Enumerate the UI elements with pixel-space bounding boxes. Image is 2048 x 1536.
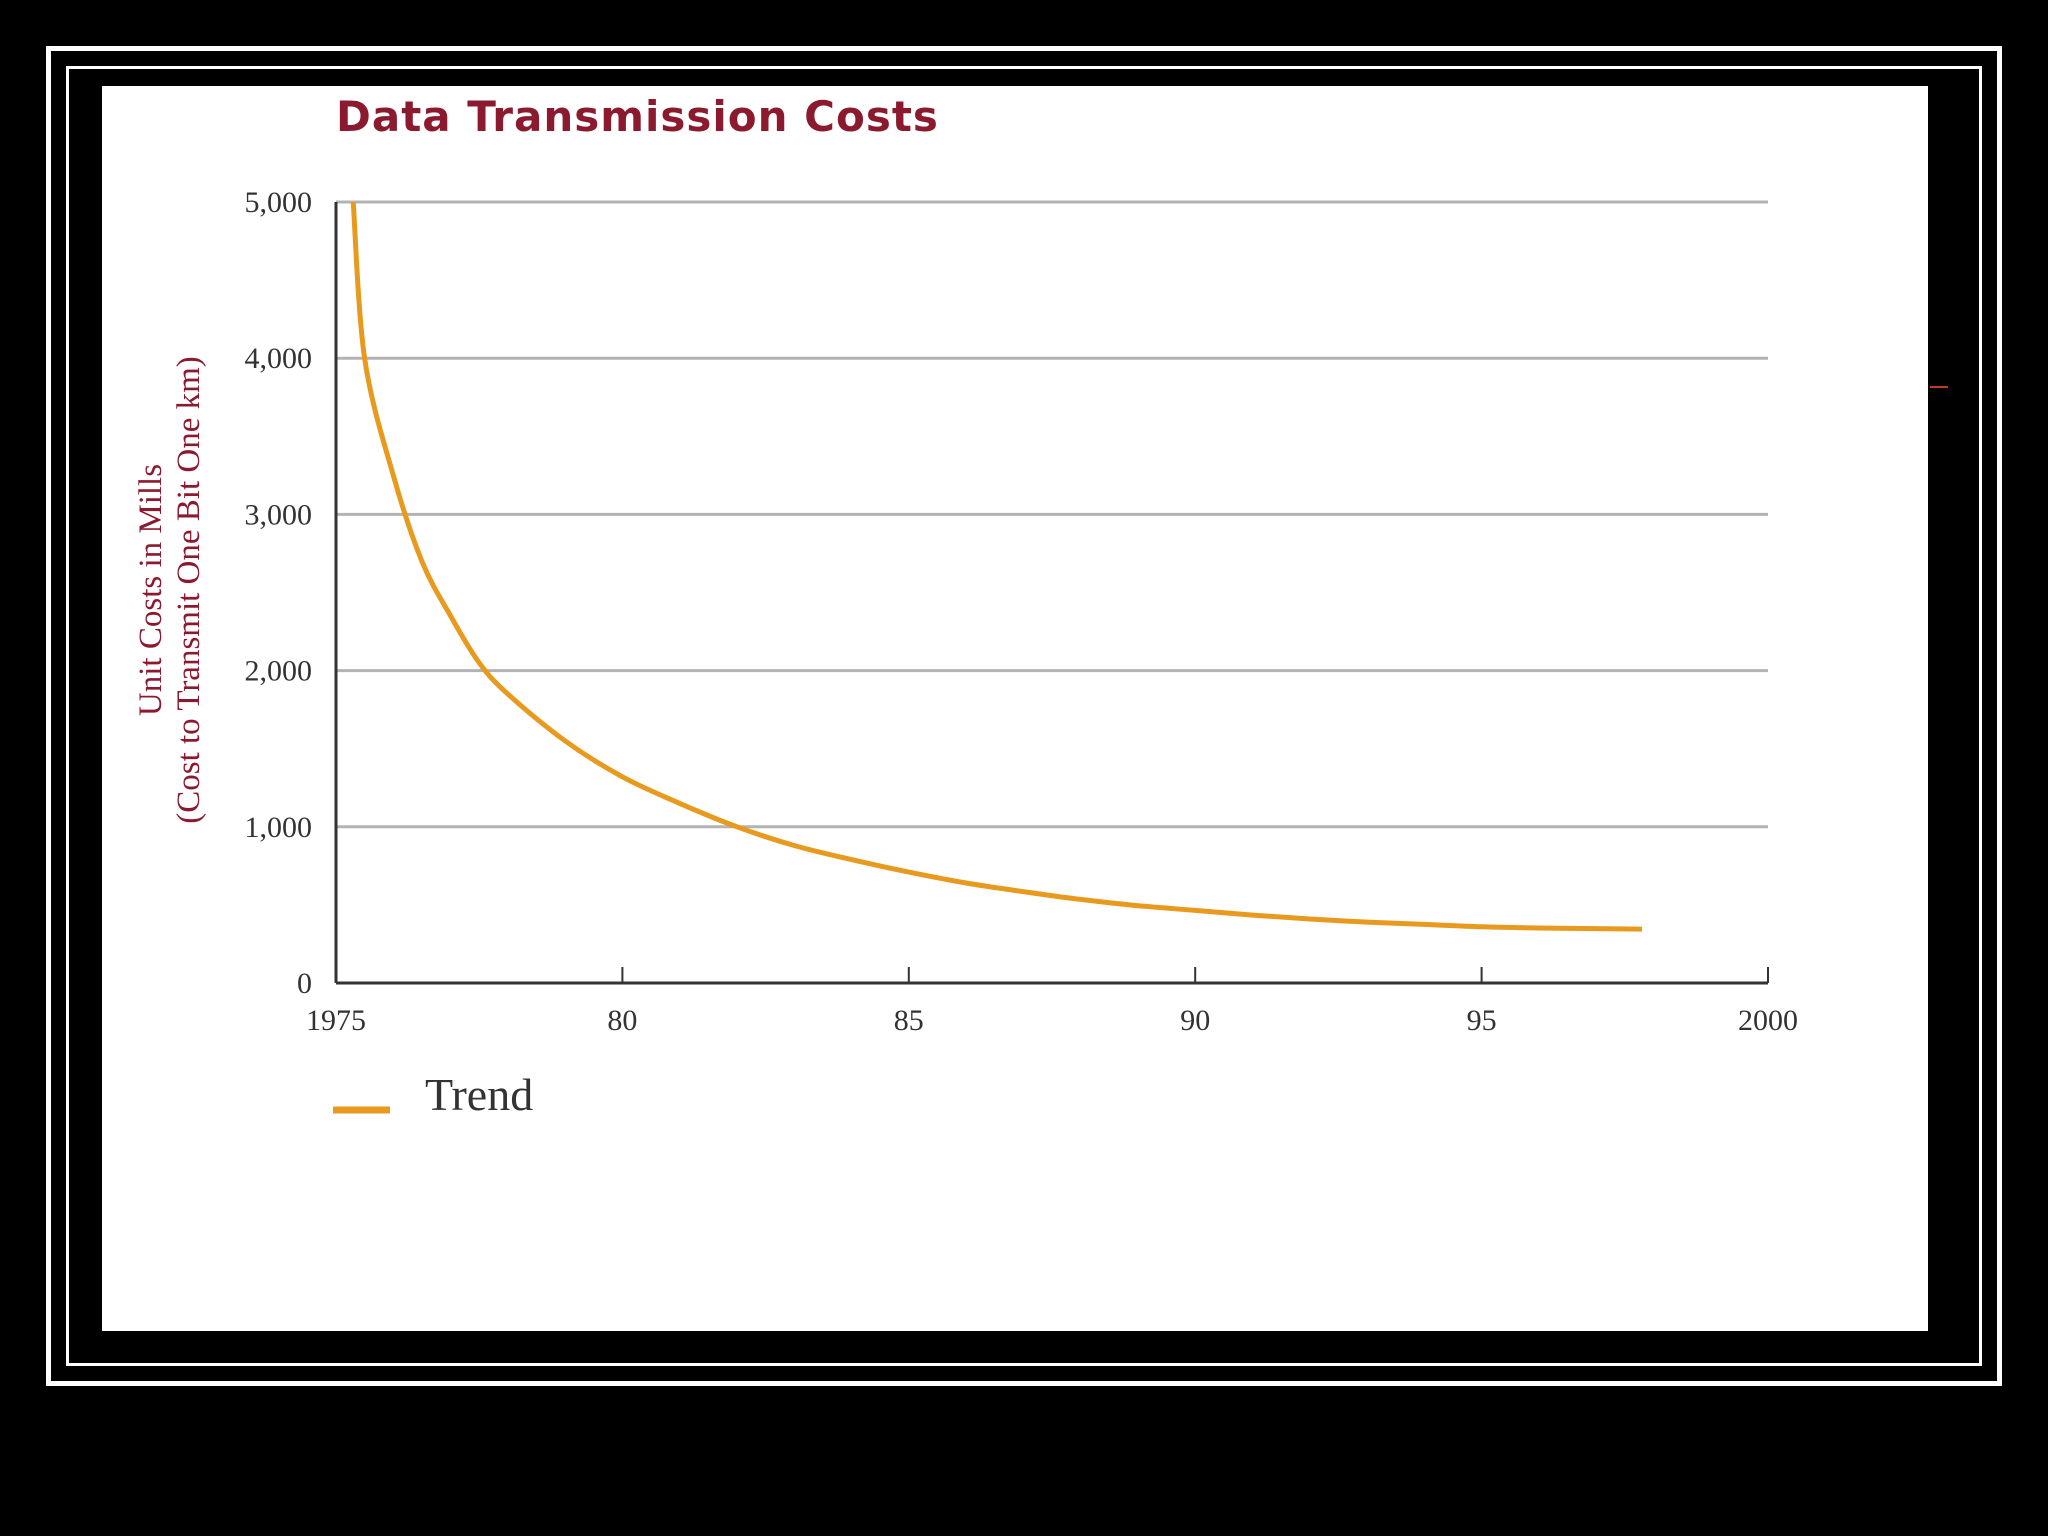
inner-frame bbox=[66, 66, 1982, 1366]
x-tick-label: 85 bbox=[894, 1004, 924, 1037]
x-tick-label: 80 bbox=[607, 1004, 637, 1037]
stray-red-mark bbox=[1930, 386, 1948, 388]
y-tick-label: 1,000 bbox=[245, 811, 313, 844]
legend: Trend bbox=[333, 1069, 533, 1120]
x-tick-label: 90 bbox=[1180, 1004, 1210, 1037]
y-tick-label: 2,000 bbox=[245, 655, 313, 688]
y-tick-label: 4,000 bbox=[245, 342, 313, 375]
series-line-trend bbox=[350, 201, 1643, 932]
x-tick-label: 95 bbox=[1467, 1004, 1497, 1037]
y-tick-label: 0 bbox=[297, 967, 312, 1000]
y-tick-label: 3,000 bbox=[245, 498, 313, 531]
legend-label-trend: Trend bbox=[425, 1069, 533, 1120]
series-lines bbox=[350, 201, 1643, 932]
outer-frame bbox=[46, 46, 2002, 1386]
y-tick-labels: 0 1,000 2,000 3,000 4,000 5,000 bbox=[245, 186, 313, 1000]
chart-panel bbox=[102, 86, 1928, 1331]
x-tick-label: 1975 bbox=[306, 1004, 366, 1037]
x-tick-labels: 1975 80 85 90 95 2000 bbox=[306, 1004, 1798, 1037]
y-tick-label: 5,000 bbox=[245, 186, 313, 219]
chart-title: Data Transmission Costs bbox=[336, 92, 939, 141]
gridlines bbox=[336, 200, 1768, 829]
axes bbox=[334, 202, 1769, 985]
x-tick-label: 2000 bbox=[1738, 1004, 1798, 1037]
